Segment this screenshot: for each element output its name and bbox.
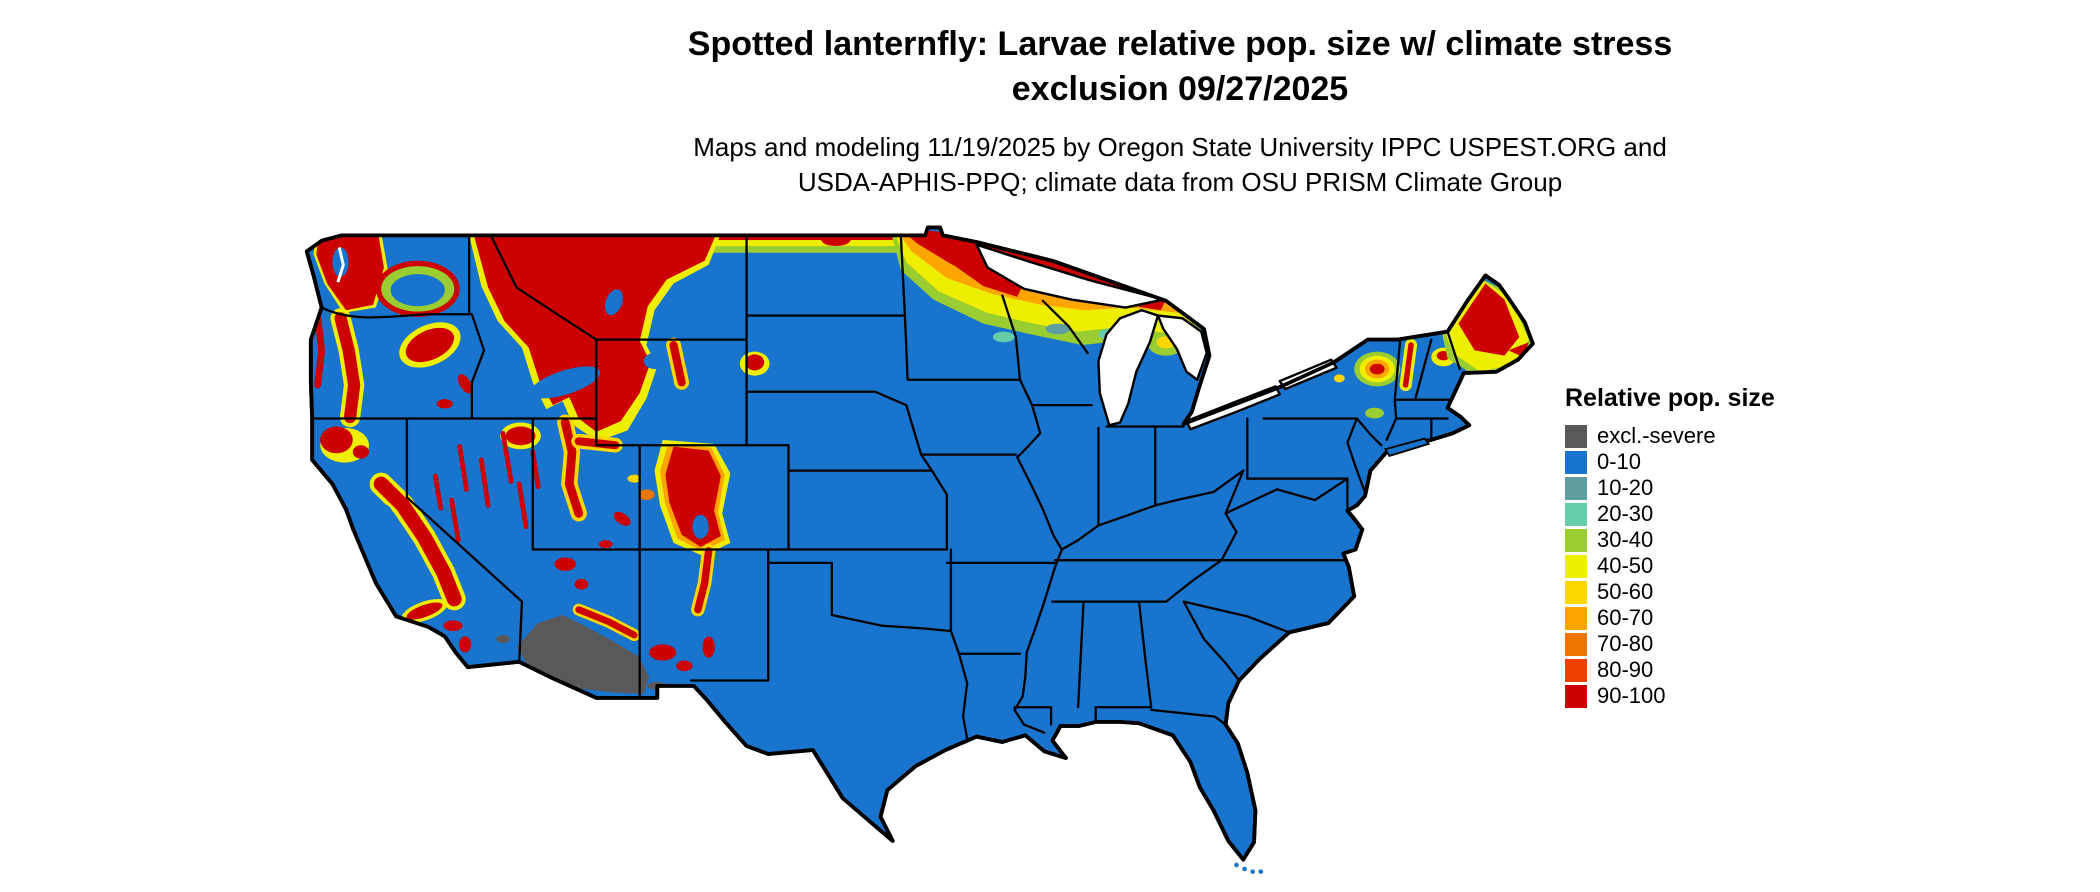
legend-item: 50-60 [1565,579,1825,605]
lake-michigan [1097,309,1160,427]
lake-huron [1156,314,1208,381]
legend-item: 60-70 [1565,605,1825,631]
legend-label: 10-20 [1597,475,1654,500]
legend-swatch [1565,502,1587,526]
legend-swatch [1565,554,1587,578]
figure-title-line2: exclusion 09/27/2025 [1011,69,1349,108]
legend-item: 0-10 [1565,449,1825,475]
legend-item: 90-100 [1565,683,1825,709]
legend-swatch [1565,580,1587,604]
map-legend: Relative pop. size excl.-severe 0-10 10-… [1565,384,1825,709]
legend-label: 20-30 [1597,501,1654,526]
legend-label: excl.-severe [1597,423,1716,448]
legend-label: 90-100 [1597,683,1666,708]
figure-subtitle-line2: USDA-APHIS-PPQ; climate data from OSU PR… [797,166,1563,197]
us-outline [304,225,1535,862]
figure-title-line1: Spotted lanternfly: Larvae relative pop.… [687,25,1673,63]
legend-label: 70-80 [1597,631,1654,656]
legend-item: 40-50 [1565,553,1825,579]
long-island [1383,437,1431,458]
us-map [300,222,1545,877]
legend-swatch [1565,658,1587,682]
legend-item: 30-40 [1565,527,1825,553]
figure-subtitle: Maps and modeling 11/19/2025 by Oregon S… [230,130,2100,200]
legend-label: 60-70 [1597,605,1654,630]
legend-item: excl.-severe [1565,423,1825,449]
legend-swatch [1565,684,1587,708]
legend-swatch [1565,450,1587,474]
us-map-svg [304,225,1535,874]
legend-swatch [1565,476,1587,500]
legend-label: 80-90 [1597,657,1654,682]
legend-label: 0-10 [1597,449,1642,474]
legend-item: 70-80 [1565,631,1825,657]
florida-keys [1234,862,1264,874]
legend-item: 10-20 [1565,475,1825,501]
legend-swatch [1565,606,1587,630]
lake-superior [975,243,1165,309]
legend-swatch [1565,528,1587,552]
legend-swatch [1565,424,1587,448]
legend-label: 40-50 [1597,553,1654,578]
legend-item: 80-90 [1565,657,1825,683]
figure-header: Spotted lanternfly: Larvae relative pop.… [230,22,2100,200]
legend-label: 30-40 [1597,527,1654,552]
legend-swatch [1565,632,1587,656]
state-boundaries [311,234,1461,748]
legend-label: 50-60 [1597,579,1654,604]
figure-subtitle-line1: Maps and modeling 11/19/2025 by Oregon S… [693,131,1667,162]
legend-item: 20-30 [1565,501,1825,527]
legend-title: Relative pop. size [1565,384,1775,412]
